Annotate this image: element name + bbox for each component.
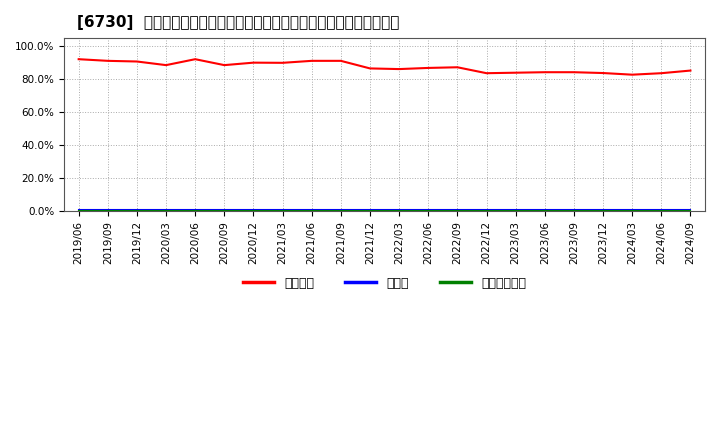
Text: [6730]  自己資本、のれん、繰延税金資産の総資産に対する比率の推移: [6730] 自己資本、のれん、繰延税金資産の総資産に対する比率の推移 bbox=[77, 15, 400, 30]
Legend: 自己資本, のれん, 繰延税金資産: 自己資本, のれん, 繰延税金資産 bbox=[238, 272, 531, 295]
